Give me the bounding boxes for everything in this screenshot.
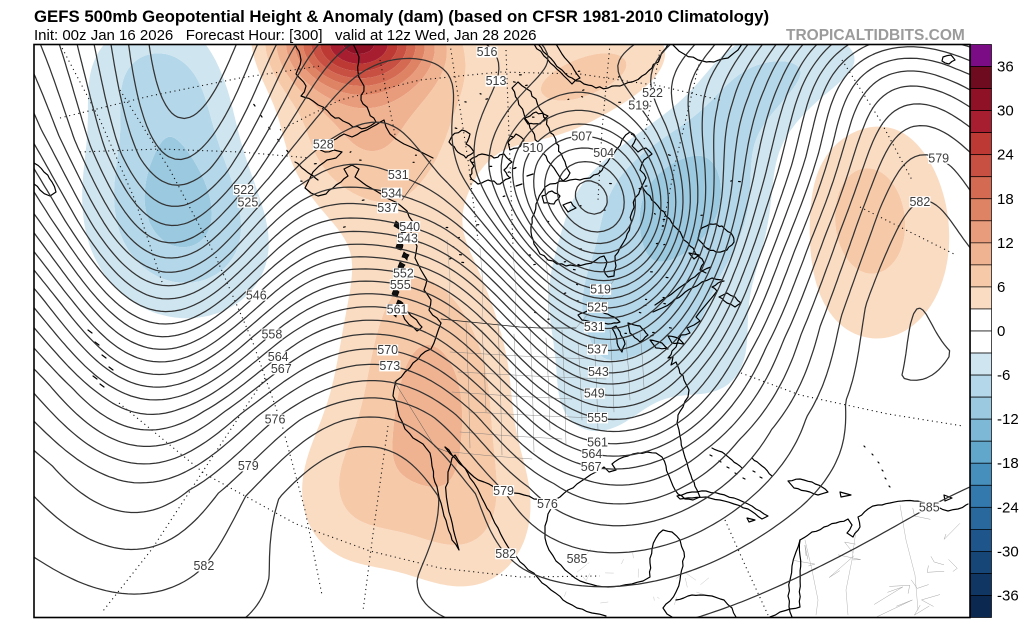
svg-text:555: 555 [390, 278, 411, 292]
svg-text:564: 564 [268, 350, 289, 364]
svg-text:552: 552 [393, 267, 414, 281]
svg-text:-6: -6 [997, 367, 1010, 384]
svg-text:543: 543 [397, 232, 418, 246]
svg-text:558: 558 [261, 327, 282, 341]
svg-text:519: 519 [628, 98, 649, 112]
svg-text:561: 561 [587, 436, 608, 450]
svg-text:582: 582 [495, 547, 516, 561]
svg-text:585: 585 [919, 500, 940, 514]
svg-text:531: 531 [388, 168, 409, 182]
svg-text:-36: -36 [997, 588, 1019, 605]
svg-text:537: 537 [377, 201, 398, 215]
svg-text:GEFS 500mb Geopotential Height: GEFS 500mb Geopotential Height & Anomaly… [34, 7, 769, 26]
svg-text:-30: -30 [997, 543, 1019, 560]
svg-text:585: 585 [567, 552, 588, 566]
svg-text:516: 516 [477, 45, 498, 59]
svg-text:-18: -18 [997, 455, 1019, 472]
svg-text:-12: -12 [997, 411, 1019, 428]
svg-text:513: 513 [486, 74, 507, 88]
svg-text:519: 519 [590, 283, 611, 297]
svg-text:0: 0 [997, 323, 1005, 340]
svg-text:TROPICALTIDBITS.COM: TROPICALTIDBITS.COM [786, 27, 965, 44]
svg-text:507: 507 [571, 129, 592, 143]
svg-text:525: 525 [587, 301, 608, 315]
svg-text:564: 564 [581, 447, 602, 461]
svg-text:576: 576 [265, 413, 286, 427]
svg-text:582: 582 [193, 559, 214, 573]
svg-text:Init: 00z Jan 16 2026 Foreca: Init: 00z Jan 16 2026 Forecast Hour: [30… [34, 27, 537, 44]
svg-text:510: 510 [522, 141, 543, 155]
svg-text:24: 24 [997, 147, 1014, 164]
svg-text:567: 567 [271, 362, 292, 376]
svg-text:555: 555 [587, 411, 608, 425]
svg-text:576: 576 [537, 497, 558, 511]
svg-text:522: 522 [233, 183, 254, 197]
svg-text:537: 537 [587, 343, 608, 357]
svg-text:30: 30 [997, 103, 1014, 120]
svg-text:12: 12 [997, 235, 1014, 252]
svg-text:531: 531 [584, 320, 605, 334]
svg-text:18: 18 [997, 191, 1014, 208]
svg-text:579: 579 [928, 152, 949, 166]
svg-text:579: 579 [493, 484, 514, 498]
svg-text:543: 543 [588, 365, 609, 379]
svg-text:570: 570 [377, 343, 398, 357]
svg-text:525: 525 [237, 195, 258, 209]
svg-text:-24: -24 [997, 499, 1019, 516]
svg-text:528: 528 [313, 138, 334, 152]
svg-text:504: 504 [593, 146, 614, 160]
svg-text:579: 579 [238, 459, 259, 473]
svg-text:549: 549 [584, 387, 605, 401]
svg-text:6: 6 [997, 279, 1005, 296]
svg-text:561: 561 [387, 303, 408, 317]
svg-text:540: 540 [399, 220, 420, 234]
svg-text:573: 573 [379, 359, 400, 373]
svg-text:36: 36 [997, 59, 1014, 76]
svg-text:582: 582 [909, 195, 930, 209]
svg-text:567: 567 [581, 460, 602, 474]
svg-text:534: 534 [381, 186, 402, 200]
svg-text:522: 522 [642, 86, 663, 100]
svg-text:546: 546 [246, 288, 267, 302]
